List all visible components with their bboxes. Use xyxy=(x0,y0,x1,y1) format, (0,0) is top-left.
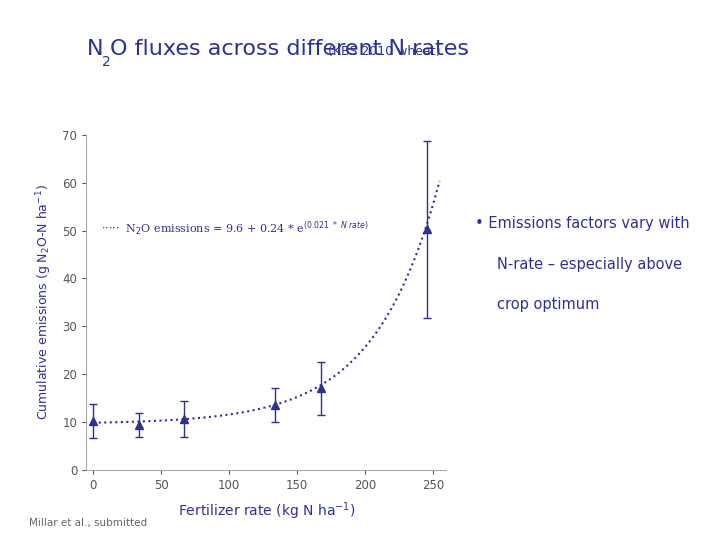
Text: ·····  N$_2$O emissions = 9.6 + 0.24 * e$^{(0.021\ *\ N\ rate)}$: ····· N$_2$O emissions = 9.6 + 0.24 * e$… xyxy=(101,220,369,238)
Text: N-rate – especially above: N-rate – especially above xyxy=(497,256,682,272)
Text: (KBS 2010 wheat): (KBS 2010 wheat) xyxy=(328,45,440,58)
Text: N: N xyxy=(86,39,103,59)
X-axis label: Fertilizer rate (kg N ha$^{-1}$): Fertilizer rate (kg N ha$^{-1}$) xyxy=(178,500,355,522)
Text: • Emissions factors vary with: • Emissions factors vary with xyxy=(475,216,690,231)
Text: Millar et al., submitted: Millar et al., submitted xyxy=(29,518,147,528)
Y-axis label: Cumulative emissions (g N$_2$O-N ha$^{-1}$): Cumulative emissions (g N$_2$O-N ha$^{-1… xyxy=(35,185,54,420)
Text: 2: 2 xyxy=(102,55,111,69)
Text: crop optimum: crop optimum xyxy=(497,297,599,312)
Text: O fluxes across different N rates: O fluxes across different N rates xyxy=(110,39,477,59)
